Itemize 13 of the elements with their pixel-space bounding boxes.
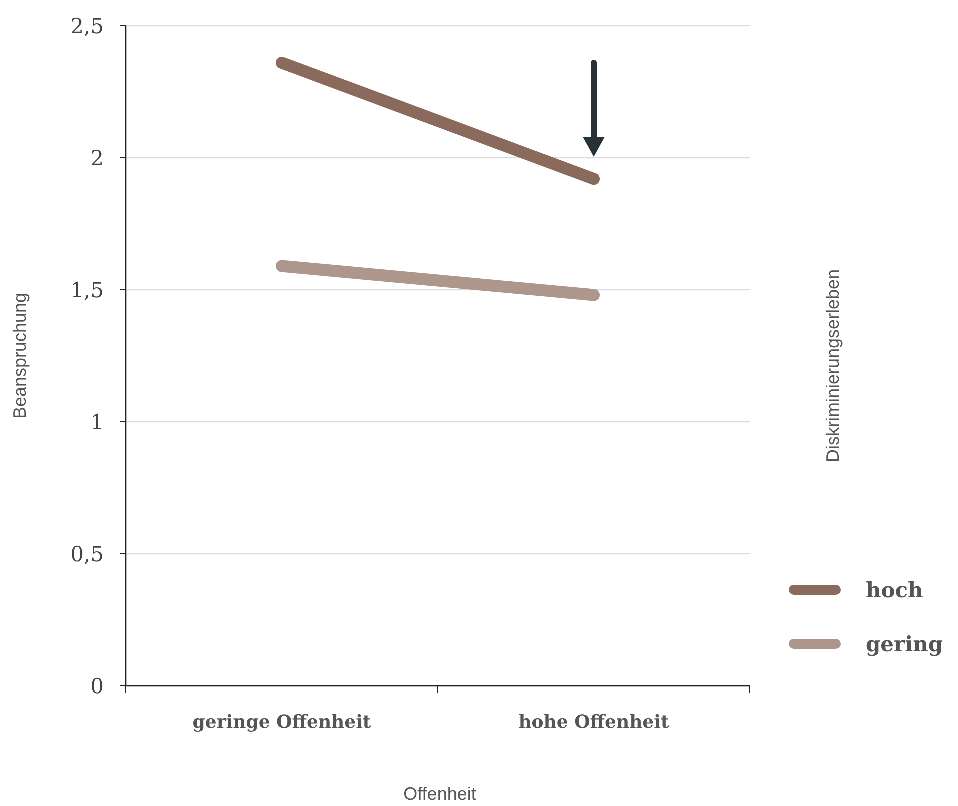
y-tick-label: 1: [90, 410, 104, 434]
y-axis-title: Beanspruchung: [10, 292, 30, 420]
x-tick-label: geringe Offenheit: [192, 712, 372, 733]
legend-title: Diskriminierungserleben: [823, 269, 843, 463]
x-tick-label: hohe Offenheit: [518, 712, 670, 733]
y-tick-label: 0,5: [70, 542, 104, 566]
legend-label: gering: [866, 631, 944, 656]
y-tick-label: 2: [90, 146, 104, 170]
y-tick-label: 1,5: [70, 278, 104, 302]
x-axis-title: Offenheit: [404, 784, 476, 804]
y-tick-label: 2,5: [70, 14, 104, 38]
legend-label: hoch: [866, 577, 924, 602]
y-tick-label: 0: [90, 674, 104, 698]
